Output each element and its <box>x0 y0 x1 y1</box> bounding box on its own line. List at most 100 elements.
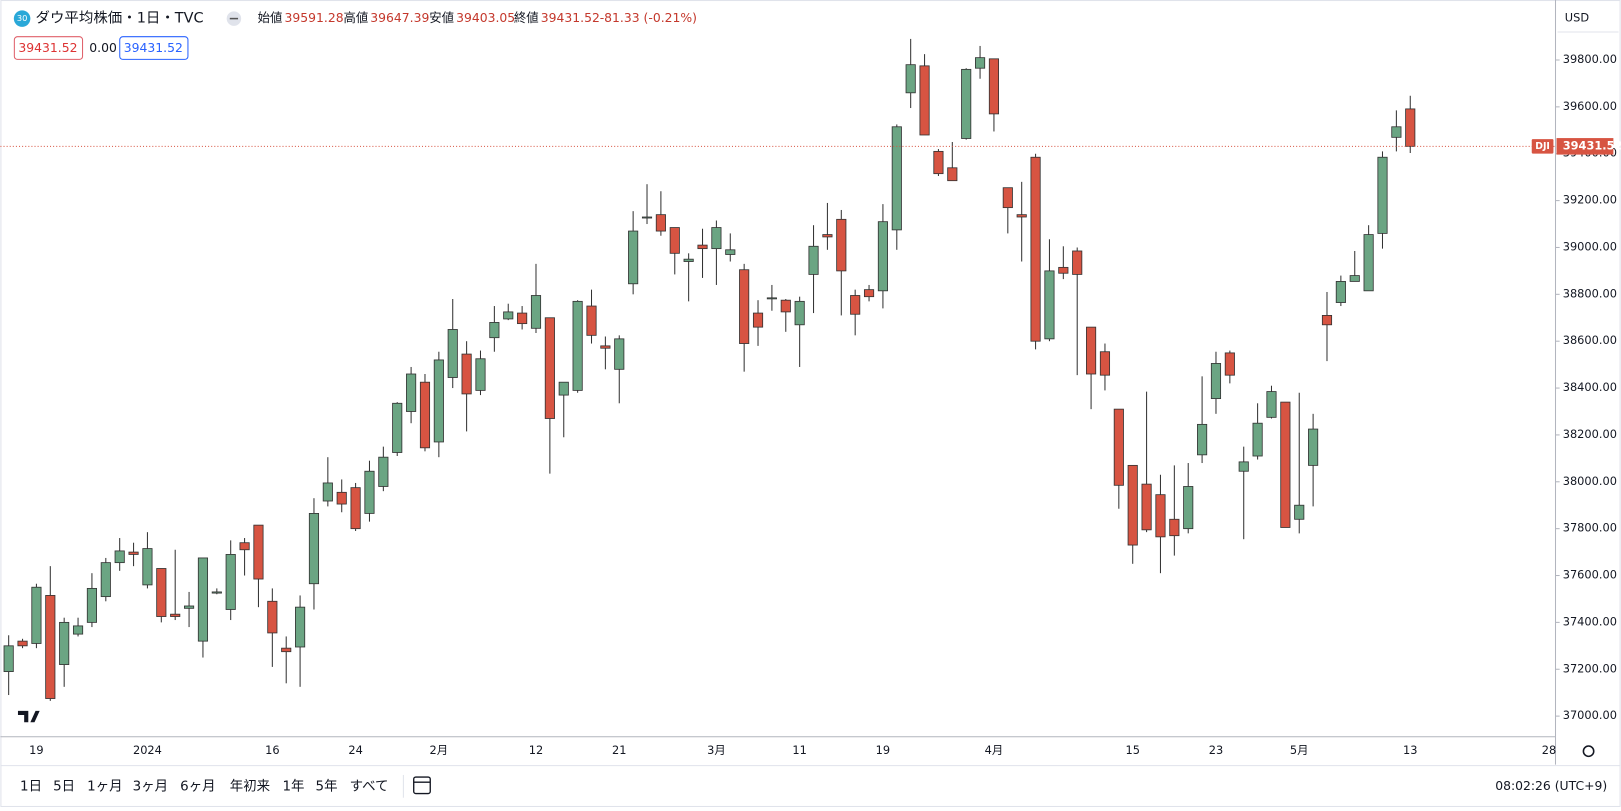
ohlc-label: 終値 <box>514 10 539 25</box>
ohlc-value: 39403.05 <box>456 10 515 25</box>
candle-body <box>669 227 680 254</box>
candle-body <box>891 126 902 231</box>
candle-body <box>281 647 292 653</box>
settings-icon[interactable] <box>1582 745 1595 758</box>
candle-body <box>1072 250 1083 275</box>
candle-body <box>253 524 264 580</box>
candle-body <box>1113 408 1124 486</box>
ohlc-label: 始値 <box>258 10 283 25</box>
range-button[interactable]: すべて <box>350 778 389 794</box>
candle-body <box>863 289 875 298</box>
candle-body <box>628 230 639 285</box>
candle-body <box>1169 518 1180 537</box>
y-tick-label: 39600.00 <box>1563 99 1617 113</box>
candle-body <box>1391 126 1402 138</box>
candle-body <box>919 65 930 136</box>
candle-body <box>419 381 431 449</box>
candle-body <box>1197 423 1208 456</box>
candle-body <box>988 58 1000 115</box>
candle-body <box>308 513 320 585</box>
last-price-text: 39431.52 <box>1563 138 1621 152</box>
range-button[interactable]: 1日 <box>20 779 42 794</box>
x-tick-label: 19 <box>876 743 890 757</box>
y-tick-label: 38800.00 <box>1563 286 1617 300</box>
range-button[interactable]: 6ヶ月 <box>180 779 215 794</box>
y-tick-label: 39200.00 <box>1563 193 1617 207</box>
symbol-badge <box>13 10 31 27</box>
x-tick-label: 16 <box>265 743 279 757</box>
badge-text: 30 <box>17 13 28 23</box>
candle-body <box>836 218 847 272</box>
candle-body <box>1363 234 1374 292</box>
ohlc-label: 安値 <box>429 10 454 25</box>
indicator-value: 0.00 <box>89 40 117 55</box>
candle-body <box>295 606 306 648</box>
candle-body <box>3 645 14 673</box>
symbol-title[interactable]: ダウ平均株価・1日・TVC <box>36 10 204 27</box>
candle-body <box>1183 486 1194 530</box>
range-button[interactable]: 5日 <box>53 779 75 794</box>
candle-body <box>822 234 833 238</box>
y-tick-label: 39000.00 <box>1563 239 1617 253</box>
candle-body <box>142 548 153 586</box>
x-tick-label: 28 <box>1542 743 1556 757</box>
candle-body <box>197 557 209 642</box>
y-tick-label: 37200.00 <box>1563 661 1617 675</box>
ohlc-value: 39591.28 <box>285 10 344 25</box>
candle-body <box>739 269 750 344</box>
candle-body <box>1349 275 1360 282</box>
clock[interactable]: 08:02:26 (UTC+9) <box>1495 778 1607 793</box>
candle-body <box>600 345 611 349</box>
candle-body <box>961 68 972 139</box>
candle-body <box>489 322 500 339</box>
candle-body <box>530 295 542 329</box>
plot <box>3 38 1416 701</box>
candle-body <box>794 300 805 326</box>
candle-body <box>336 491 347 505</box>
x-tick-label: 13 <box>1403 743 1417 757</box>
y-tick-label: 37000.00 <box>1563 708 1617 722</box>
y-tick-label: 39800.00 <box>1563 52 1617 66</box>
candle-body <box>364 470 375 514</box>
candle-body <box>322 482 333 502</box>
candle-body <box>1405 108 1416 147</box>
y-tick-label: 37600.00 <box>1563 568 1617 582</box>
x-tick-label: 3月 <box>707 743 726 757</box>
candle-body <box>128 551 139 555</box>
currency[interactable]: USD <box>1565 11 1590 25</box>
x-tick-label: 11 <box>792 743 806 757</box>
candle-body <box>100 562 111 598</box>
y-tick-label: 37800.00 <box>1563 521 1617 535</box>
candle-body <box>697 244 708 250</box>
candle-body <box>905 64 916 94</box>
ohlc-label: 高値 <box>343 10 368 25</box>
range-button[interactable]: 3ヶ月 <box>133 779 168 794</box>
candle-body <box>184 605 195 609</box>
candle-body <box>31 586 42 644</box>
candle-body <box>378 456 389 487</box>
candle-body <box>1294 504 1305 520</box>
candle-body <box>1030 156 1041 342</box>
indicator-box <box>119 36 189 60</box>
candle-body <box>1308 428 1319 466</box>
candle-body <box>1210 363 1222 400</box>
range-button[interactable]: 1年 <box>282 778 304 794</box>
candle-body <box>392 402 403 453</box>
indicator-value: 39431.52 <box>124 40 183 55</box>
range-button[interactable]: 年初来 <box>230 778 270 794</box>
range-button[interactable]: 1ヶ月 <box>87 779 122 794</box>
candle-body <box>1238 461 1249 472</box>
candle-body <box>1280 401 1291 528</box>
x-tick-label: 4月 <box>985 743 1004 757</box>
candle-body <box>933 150 944 175</box>
y-tick-label: 37400.00 <box>1563 614 1617 628</box>
candle-body <box>156 568 167 617</box>
x-tick-label: 24 <box>348 743 362 757</box>
candle-body <box>1002 187 1013 209</box>
candle-body <box>558 381 569 396</box>
range-button[interactable]: 5年 <box>316 778 338 794</box>
calendar-icon[interactable] <box>413 776 431 795</box>
